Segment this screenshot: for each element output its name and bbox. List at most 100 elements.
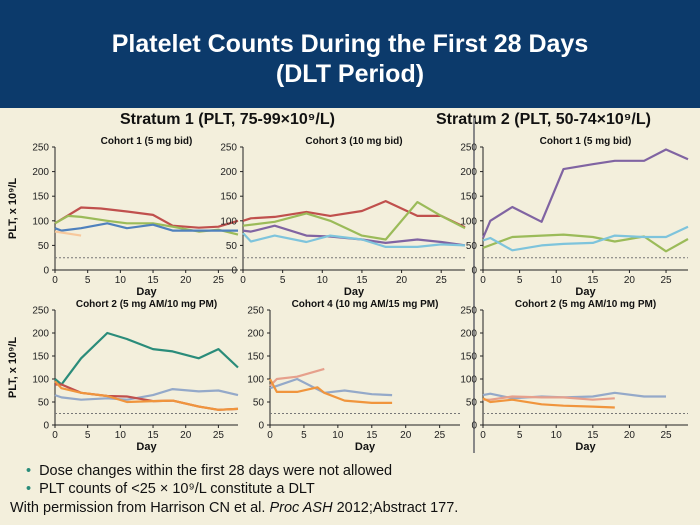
x-tick-label: 0 (240, 275, 246, 286)
series-line-green (482, 233, 689, 253)
x-tick-label: 20 (624, 275, 636, 286)
series-line-red (54, 206, 239, 229)
series-line-lightblue (482, 225, 689, 252)
y-tick-label: 200 (32, 167, 49, 178)
chart-panel-1: 0 50 100 150 200 250 0 5 10 15 20 25 Day PLT, x 10⁹/L… (7, 136, 239, 298)
chart-title: Cohort 2 (5 mg AM/10 mg PM) (76, 299, 217, 310)
y-tick-label: 50 (38, 241, 50, 252)
chart-panel-5: 0 50 100 150 200 250 0 5 10 15 20 25 Day Cohort 4 (10… (247, 299, 460, 453)
x-tick-label: 5 (517, 430, 523, 441)
y-tick-label: 100 (247, 375, 264, 386)
x-tick-label: 5 (517, 275, 523, 286)
series-line-grayblue (54, 388, 239, 401)
stratum-1-heading: Stratum 1 (PLT, 75-99×10⁹/L) (120, 111, 335, 128)
y-tick-label: 150 (32, 192, 49, 203)
series-line-orange (482, 397, 615, 409)
y-tick-label: 200 (247, 329, 264, 340)
y-tick-label: 50 (38, 398, 50, 409)
x-tick-label: 5 (280, 275, 286, 286)
title-banner: Platelet Counts During the First 28 Days… (0, 0, 700, 108)
source-credit: With permission from Harrison CN et al. … (10, 500, 458, 516)
chart-panel-6: 0 50 100 150 200 250 0 5 10 15 20 25 Day Cohort 2 (5 … (460, 299, 688, 453)
x-tick-label: 20 (396, 275, 408, 286)
chart-panel-2: 0 50 100 150 200 250 0 5 10 15 20 25 Day Cohort 3 (10… (220, 136, 466, 298)
x-tick-label: 10 (317, 275, 329, 286)
stratum-2-heading: Stratum 2 (PLT, 50-74×10⁹/L) (436, 111, 651, 128)
series-line-peach (54, 230, 82, 237)
x-axis-label: Day (136, 441, 157, 453)
x-axis-label: Day (344, 286, 365, 298)
series-line-salmon (269, 367, 325, 387)
x-tick-label: 20 (180, 275, 192, 286)
bullet-icon: • (26, 463, 32, 479)
y-tick-label: 100 (32, 375, 49, 386)
x-axis-label: Day (355, 441, 376, 453)
x-tick-label: 10 (115, 430, 127, 441)
y-tick-label: 50 (253, 398, 265, 409)
chart-panel-4: 0 50 100 150 200 250 0 5 10 15 20 25 Day PLT, x 10⁹/L… (7, 299, 239, 453)
x-tick-label: 20 (624, 430, 636, 441)
series-line-green (242, 201, 466, 241)
series-line-red (242, 200, 466, 229)
bullet-list: • Dose changes within the first 28 days w… (26, 462, 392, 498)
x-tick-label: 10 (551, 430, 563, 441)
x-tick-label: 0 (52, 430, 58, 441)
x-tick-label: 15 (147, 275, 159, 286)
x-tick-label: 25 (660, 430, 672, 441)
x-tick-label: 25 (213, 430, 225, 441)
y-tick-label: 100 (460, 375, 477, 386)
y-tick-label: 0 (43, 421, 49, 432)
y-tick-label: 250 (247, 306, 264, 317)
credit-pre: With permission from Harrison CN et al. (10, 500, 270, 516)
chart-title: Cohort 3 (10 mg bid) (305, 136, 402, 147)
series-line-lightblue (242, 232, 466, 248)
page-subtitle: (DLT Period) (275, 60, 425, 88)
x-tick-label: 25 (660, 275, 672, 286)
x-tick-label: 0 (480, 430, 486, 441)
bullet-icon: • (26, 481, 32, 497)
y-tick-label: 150 (460, 192, 477, 203)
y-tick-label: 0 (471, 421, 477, 432)
page-title: Platelet Counts During the First 28 Days (111, 30, 589, 58)
y-tick-label: 250 (460, 143, 477, 154)
x-tick-label: 25 (436, 275, 448, 286)
bullet-item: • Dose changes within the first 28 days w… (26, 462, 392, 480)
credit-journal: Proc ASH (269, 500, 333, 516)
y-tick-label: 0 (471, 266, 477, 277)
x-axis-label: Day (136, 286, 157, 298)
y-tick-label: 100 (32, 216, 49, 227)
y-tick-label: 200 (32, 329, 49, 340)
x-tick-label: 25 (434, 430, 446, 441)
y-tick-label: 150 (460, 352, 477, 363)
x-tick-label: 15 (356, 275, 368, 286)
chart-title: Cohort 1 (5 mg bid) (540, 136, 632, 147)
x-tick-label: 15 (366, 430, 378, 441)
x-tick-label: 10 (332, 430, 344, 441)
bullet-text: Dose changes within the first 28 days we… (39, 463, 393, 479)
chart-title: Cohort 4 (10 mg AM/15 mg PM) (292, 299, 439, 310)
y-axis-label: PLT, x 10⁹/L (7, 178, 19, 240)
x-tick-label: 20 (180, 430, 192, 441)
series-line-salmon (483, 395, 615, 401)
x-tick-label: 5 (301, 430, 307, 441)
y-tick-label: 0 (258, 421, 264, 432)
x-tick-label: 0 (480, 275, 486, 286)
series-line-blue (54, 222, 238, 232)
bullet-item: • PLT counts of <25 × 10⁹/L constitute a … (26, 480, 392, 498)
x-tick-label: 5 (85, 430, 91, 441)
x-tick-label: 15 (587, 430, 599, 441)
x-axis-label: Day (575, 286, 596, 298)
chart-title: Cohort 1 (5 mg bid) (101, 136, 193, 147)
x-tick-label: 0 (267, 430, 273, 441)
bullet-text: PLT counts of <25 × 10⁹/L constitute a D… (39, 481, 315, 497)
x-tick-label: 10 (115, 275, 127, 286)
y-tick-label: 250 (220, 143, 237, 154)
y-tick-label: 100 (460, 216, 477, 227)
stratum-divider (473, 118, 475, 453)
x-tick-label: 5 (85, 275, 91, 286)
x-tick-label: 25 (213, 275, 225, 286)
y-tick-label: 250 (32, 143, 49, 154)
series-line-teal (54, 331, 239, 386)
y-tick-label: 0 (231, 266, 237, 277)
x-axis-label: Day (575, 441, 596, 453)
